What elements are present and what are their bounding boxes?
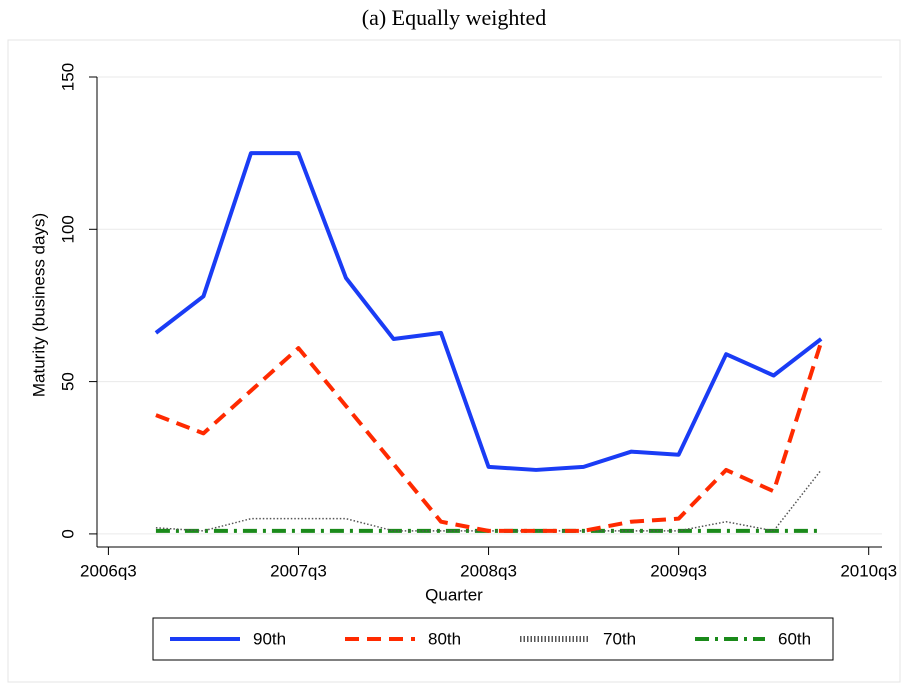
legend-label: 90th <box>253 629 286 648</box>
series-line <box>154 151 823 472</box>
y-tick-label: 0 <box>58 529 77 538</box>
x-tick-label: 2009q3 <box>650 561 707 580</box>
legend-label: 60th <box>778 629 811 648</box>
series-line <box>155 341 824 533</box>
plot-frame <box>7 39 901 683</box>
legend-box <box>152 617 834 661</box>
chart-title: (a) Equally weighted <box>362 5 547 30</box>
series-line <box>155 469 822 532</box>
y-tick-label: 150 <box>58 63 77 91</box>
y-tick-label: 50 <box>58 372 77 391</box>
x-tick-label: 2006q3 <box>80 561 137 580</box>
x-tick-label: 2008q3 <box>460 561 517 580</box>
x-axis-label: Quarter <box>425 585 483 604</box>
x-tick-label: 2007q3 <box>270 561 327 580</box>
legend-label: 70th <box>603 629 636 648</box>
y-axis-label: Maturity (business days) <box>29 213 48 397</box>
y-tick-label: 100 <box>58 215 77 243</box>
x-tick-label: 2010q3 <box>840 561 897 580</box>
legend-label: 80th <box>428 629 461 648</box>
